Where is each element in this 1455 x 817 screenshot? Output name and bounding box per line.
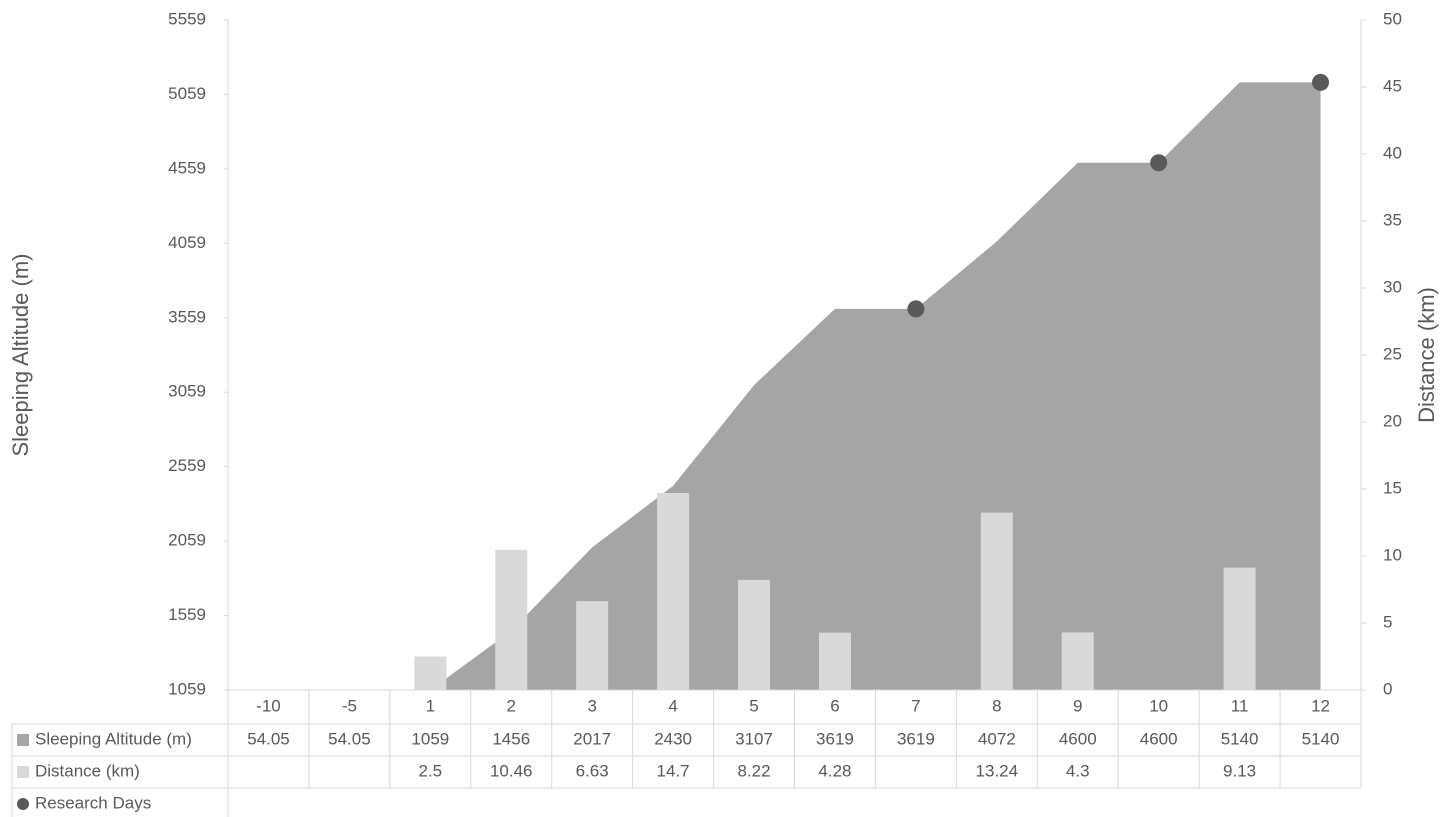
- legend-label: Sleeping Altitude (m): [35, 729, 192, 748]
- legend-label: Research Days: [35, 793, 151, 812]
- table-value: 1059: [411, 729, 449, 748]
- table-value: 8.22: [737, 761, 770, 780]
- distance-bar: [576, 601, 609, 690]
- y-tick-label: 1059: [168, 679, 206, 698]
- x-tick-label: 12: [1311, 696, 1330, 715]
- y2-tick-label: 0: [1383, 679, 1392, 698]
- plot-area: [268, 82, 1321, 690]
- x-tick-label: -5: [342, 696, 357, 715]
- y2-tick-label: 40: [1383, 143, 1402, 162]
- table-value: 1456: [492, 729, 530, 748]
- altitude-area: [268, 82, 1321, 690]
- research-day-point: [1150, 154, 1168, 172]
- table-value: 3619: [816, 729, 854, 748]
- table-value: 54.05: [247, 729, 290, 748]
- distance-bar: [738, 579, 771, 690]
- y-tick-label: 4059: [168, 233, 206, 252]
- legend-label: Distance (km): [35, 761, 140, 780]
- distance-bar: [980, 512, 1013, 690]
- y2-tick-label: 5: [1383, 612, 1392, 631]
- y2-tick-label: 20: [1383, 411, 1402, 430]
- distance-bar: [657, 493, 690, 690]
- table-value: 5140: [1221, 729, 1259, 748]
- legend-key: [17, 798, 29, 810]
- table-value: 5140: [1302, 729, 1340, 748]
- x-tick-label: 9: [1073, 696, 1082, 715]
- legend-key: [17, 734, 29, 746]
- x-tick-label: 2: [507, 696, 516, 715]
- table-value: 4600: [1140, 729, 1178, 748]
- x-tick-label: 4: [668, 696, 677, 715]
- distance-bar: [1223, 567, 1256, 690]
- distance-bar: [1061, 632, 1094, 690]
- table-value: 10.46: [490, 761, 533, 780]
- table-value: 2.5: [419, 761, 443, 780]
- table-value: 3619: [897, 729, 935, 748]
- y2-tick-label: 25: [1383, 344, 1402, 363]
- x-tick-label: 1: [426, 696, 435, 715]
- x-tick-label: 3: [587, 696, 596, 715]
- distance-bar: [495, 549, 528, 690]
- y-axis-title: Sleeping Altitude (m): [8, 254, 33, 457]
- x-tick-label: 7: [911, 696, 920, 715]
- x-tick-label: 8: [992, 696, 1001, 715]
- table-value: 4.3: [1066, 761, 1090, 780]
- y2-tick-label: 35: [1383, 210, 1402, 229]
- research-day-point: [1312, 73, 1330, 91]
- y2-tick-label: 15: [1383, 478, 1402, 497]
- y-tick-label: 1559: [168, 605, 206, 624]
- y2-tick-label: 30: [1383, 277, 1402, 296]
- x-tick-label: 5: [749, 696, 758, 715]
- table-value: 4600: [1059, 729, 1097, 748]
- table-value: 14.7: [657, 761, 690, 780]
- x-tick-label: 10: [1149, 696, 1168, 715]
- table-value: 9.13: [1223, 761, 1256, 780]
- y2-tick-label: 45: [1383, 76, 1402, 95]
- legend-key: [17, 766, 29, 778]
- x-tick-label: 11: [1231, 696, 1249, 715]
- x-tick-label: 6: [830, 696, 839, 715]
- y2-tick-label: 50: [1383, 9, 1402, 28]
- y-tick-label: 5059: [168, 84, 206, 103]
- y-tick-label: 3059: [168, 382, 206, 401]
- x-tick-label: -10: [256, 696, 281, 715]
- table-value: 54.05: [328, 729, 371, 748]
- table-value: 2017: [573, 729, 611, 748]
- table-value: 3107: [735, 729, 773, 748]
- y-tick-label: 5559: [168, 9, 206, 28]
- table-value: 2430: [654, 729, 692, 748]
- table-value: 4.28: [818, 761, 851, 780]
- research-day-point: [907, 300, 925, 318]
- y2-tick-label: 10: [1383, 545, 1402, 564]
- y-tick-label: 2059: [168, 531, 206, 550]
- distance-bar: [414, 656, 447, 690]
- table-value: 4072: [978, 729, 1016, 748]
- y-tick-label: 2559: [168, 456, 206, 475]
- distance-bar: [818, 632, 851, 690]
- table-value: 13.24: [976, 761, 1019, 780]
- y-tick-label: 3559: [168, 307, 206, 326]
- y-tick-label: 4559: [168, 158, 206, 177]
- table-value: 6.63: [576, 761, 609, 780]
- y2-axis-title: Distance (km): [1414, 287, 1439, 423]
